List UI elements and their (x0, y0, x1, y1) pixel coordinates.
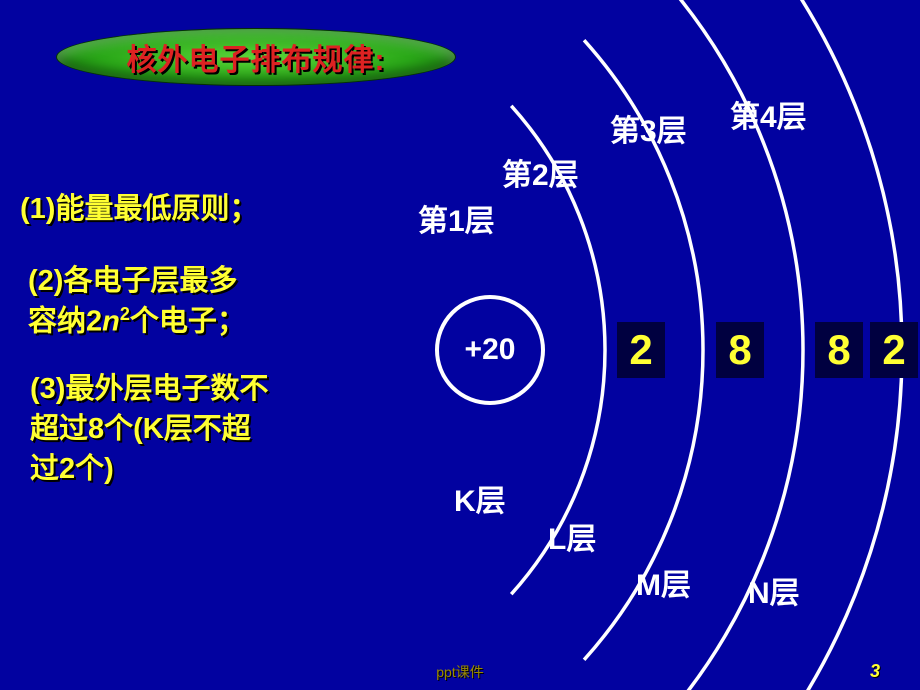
shell-top-3: 第3层 (610, 106, 687, 150)
rule-2-line2: 容纳2n2个电子； (28, 302, 246, 342)
title-text: 核外电子排布规律: (127, 35, 386, 79)
electron-count-1: 2 (617, 322, 665, 378)
nucleus-value: +20 (465, 333, 516, 367)
shell-bottom-l: L层 (548, 514, 596, 558)
page-number: 3 (870, 661, 880, 682)
shell-bottom-k: K层 (454, 476, 506, 520)
rule-2-var: n (102, 306, 120, 338)
electron-count-2: 8 (716, 322, 764, 378)
footer-text: ppt课件 (436, 662, 483, 682)
rule-2-suffix: 个电子； (130, 306, 246, 338)
shell-bottom-n: N层 (748, 568, 800, 612)
rule-2-prefix: 容纳2 (28, 306, 102, 338)
electron-count-3: 8 (815, 322, 863, 378)
shell-top-1: 第1层 (418, 196, 495, 240)
rule-1: (1)能量最低原则； (20, 190, 258, 229)
rule-2-exp: 2 (120, 304, 130, 324)
rule-2-line1: (2)各电子层最多 (28, 262, 237, 301)
rule-3-line3: 过2个) (30, 450, 114, 489)
shell-top-2: 第2层 (502, 150, 579, 194)
shell-bottom-m: M层 (636, 560, 691, 604)
electron-count-4: 2 (870, 322, 918, 378)
rule-3-line2: 超过8个(K层不超 (30, 410, 251, 449)
title-pill: 核外电子排布规律: (56, 28, 456, 86)
shell-top-4: 第4层 (730, 92, 807, 136)
rule-3-line1: (3)最外层电子数不 (30, 370, 268, 409)
nucleus-circle: +20 (435, 295, 545, 405)
